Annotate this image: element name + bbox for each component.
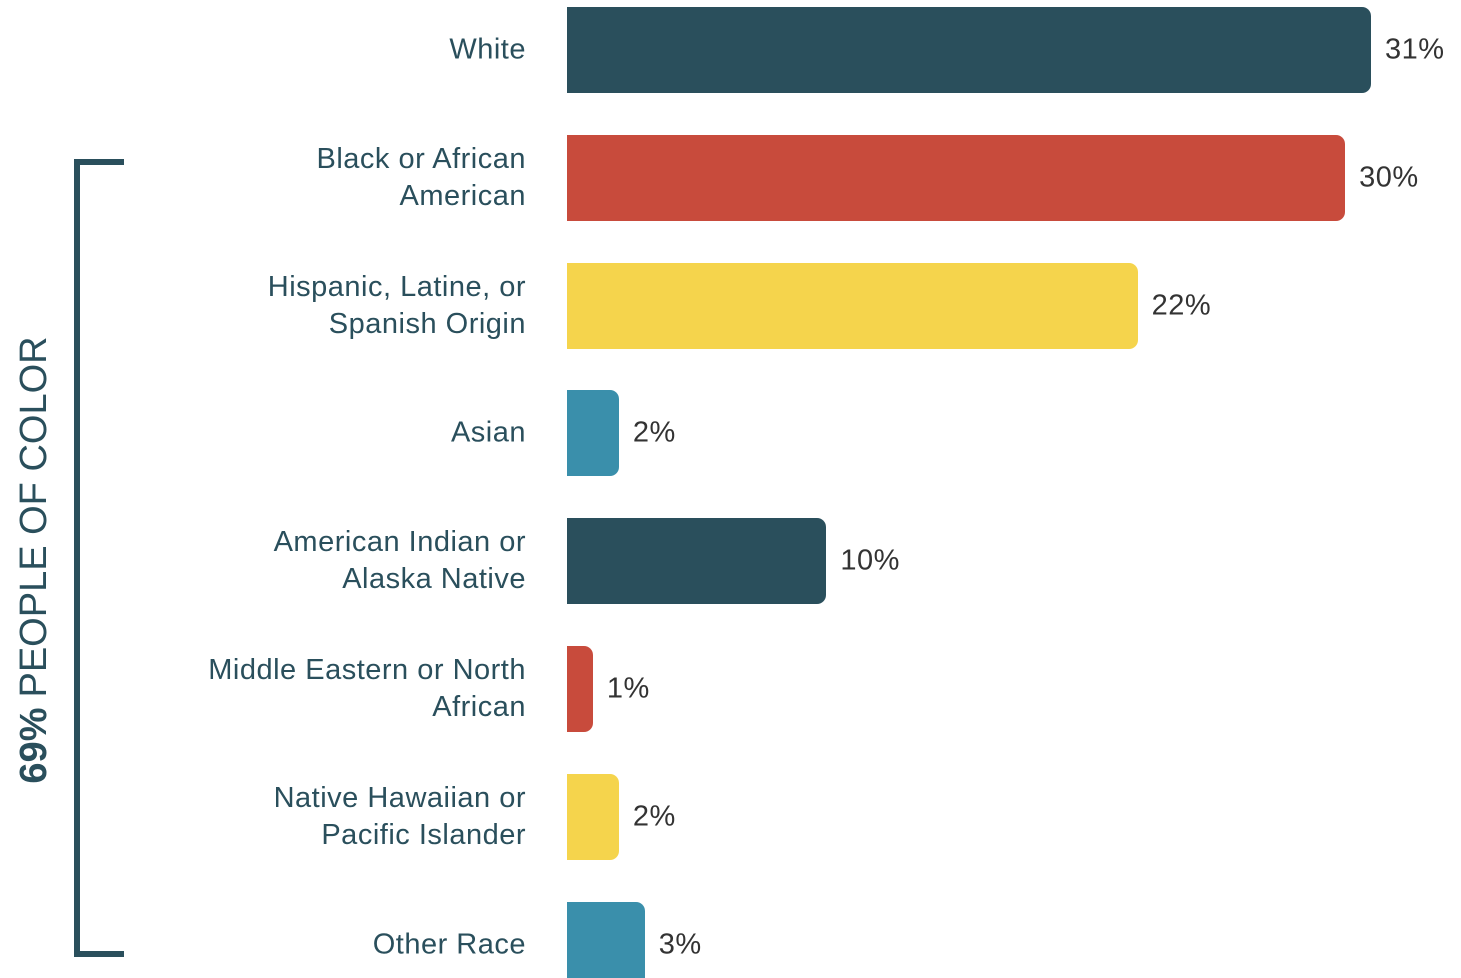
bar xyxy=(567,901,645,978)
value-label: 2% xyxy=(632,416,676,449)
category-label: American Indian or Alaska Native xyxy=(273,526,526,596)
value-label: 2% xyxy=(632,800,676,833)
category-label: White xyxy=(449,33,526,66)
value-label: 31% xyxy=(1385,33,1445,66)
bracket-annotation: 69% PEOPLE OF COLOR xyxy=(13,159,124,957)
bar xyxy=(567,773,619,860)
category-label: Middle Eastern or North African xyxy=(208,654,526,723)
bar xyxy=(567,390,619,477)
bar xyxy=(567,262,1138,349)
category-label: Native Hawaiian or Pacific Islander xyxy=(273,781,526,851)
category-label: Asian xyxy=(450,416,526,449)
category-label: Other Race xyxy=(372,928,526,961)
value-label: 3% xyxy=(658,928,702,961)
bar xyxy=(567,646,593,732)
annotation-emphasis: 69% xyxy=(13,708,55,784)
annotation-text: PEOPLE OF COLOR xyxy=(13,336,55,697)
bracket xyxy=(74,159,124,957)
bar xyxy=(567,134,1346,221)
value-label: 22% xyxy=(1151,289,1212,322)
category-label: Hispanic, Latine, or Spanish Origin xyxy=(267,270,526,340)
value-label: 30% xyxy=(1359,161,1419,194)
value-label: 1% xyxy=(606,672,650,705)
category-label: Black or African American xyxy=(316,142,526,212)
annotation: 69% PEOPLE OF COLOR xyxy=(13,336,55,783)
bar xyxy=(567,518,827,605)
value-label: 10% xyxy=(840,544,900,577)
bar xyxy=(567,7,1371,93)
